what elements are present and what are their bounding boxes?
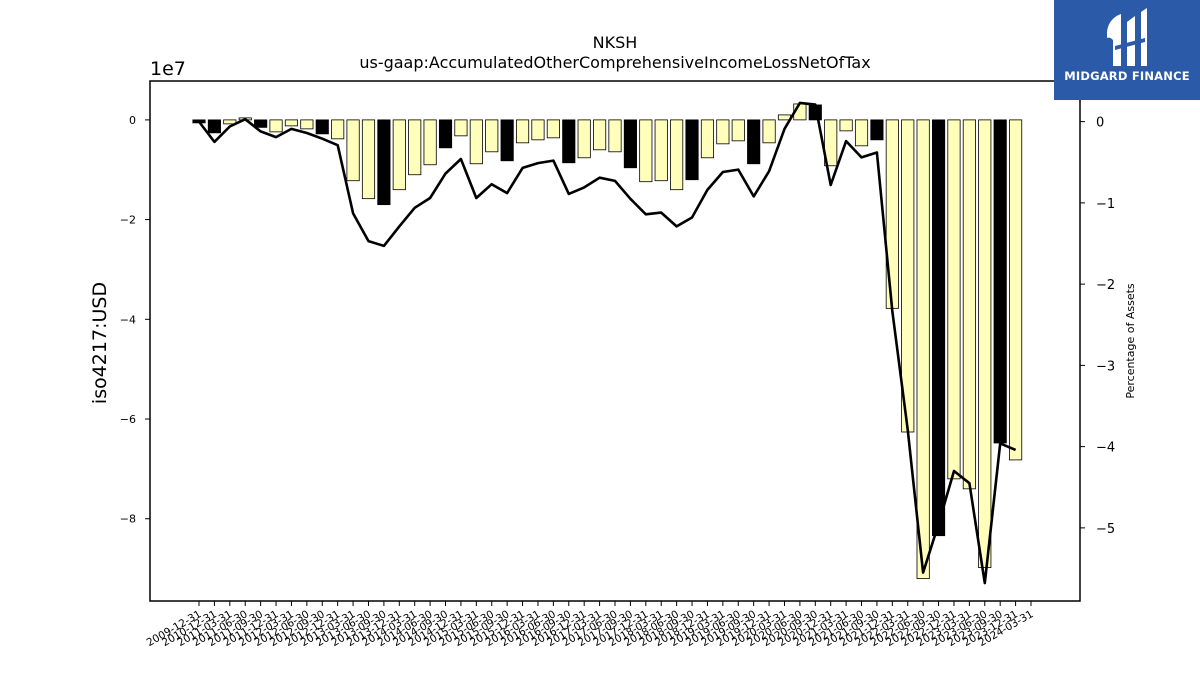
bar-2019-03-31 [716, 119, 730, 145]
bar-2013-12-31 [392, 119, 406, 191]
bar-2013-06-30 [361, 119, 376, 200]
bar-2011-09-30 [254, 119, 268, 128]
y2-tick-label: −4 [1096, 441, 1115, 456]
bar-2014-06-30 [423, 119, 437, 166]
bar-2019-09-30 [747, 119, 761, 165]
bar-2021-03-31 [839, 119, 853, 132]
percentage-of-assets-line [197, 101, 1017, 585]
y2-tick-label: −2 [1096, 278, 1115, 293]
bar-2015-06-30 [485, 119, 499, 153]
bar-2018-12-31 [700, 119, 715, 159]
bar-2019-06-30 [731, 119, 745, 142]
y-tick-label: 0 [129, 114, 136, 127]
bar-2023-03-31 [962, 119, 976, 490]
y-tick-label: −6 [120, 413, 136, 426]
logo-text: MIDGARD FINANCE [1064, 69, 1190, 83]
bar-2014-12-31 [454, 119, 468, 137]
bar-2011-12-31 [269, 119, 283, 133]
bar-2020-12-31 [824, 119, 838, 167]
bar-2017-09-30 [623, 119, 637, 169]
bar-2017-06-30 [608, 119, 622, 153]
bar-2018-09-30 [685, 119, 699, 181]
bar-2015-12-31 [515, 119, 530, 144]
bar-2022-03-31 [901, 119, 915, 433]
y2-tick-label: 0 [1096, 116, 1104, 131]
chart-title: NKSH [593, 33, 638, 52]
bar-2012-06-30 [300, 119, 314, 130]
midgard-finance-logo: MIDGARD FINANCE [1054, 0, 1200, 100]
bar-2011-03-31 [223, 119, 237, 125]
y-multiplier-label: 1e7 [150, 58, 186, 80]
bar-2019-12-31 [762, 119, 776, 144]
y-axis-ticks: 0 −2 −4 −6 −8 [120, 114, 150, 526]
bar-2013-09-30 [377, 119, 391, 206]
bar-2014-03-31 [408, 119, 422, 176]
bar-2016-03-31 [531, 119, 545, 141]
y2-tick-label: −3 [1096, 359, 1115, 374]
y-axis-label: iso4217:USD [89, 282, 111, 404]
y2-tick-label: −1 [1096, 197, 1115, 212]
midgard-logo-icon [1107, 8, 1147, 66]
y2-axis-label: Percentage of Assets [1124, 283, 1137, 399]
bar-2018-06-30 [670, 119, 684, 191]
bar-2016-06-30 [546, 119, 560, 139]
bar-2021-09-30 [870, 119, 884, 141]
bars [192, 103, 1023, 579]
chart-subtitle: us-gaap:AccumulatedOtherComprehensiveInc… [359, 53, 870, 72]
bar-2010-12-31 [207, 119, 221, 134]
bar-2016-09-30 [562, 119, 576, 164]
bar-2022-09-30 [931, 119, 946, 537]
bar-2021-06-30 [854, 119, 869, 147]
bar-2014-09-30 [438, 119, 453, 149]
bar-2012-09-30 [315, 119, 329, 135]
bar-2022-06-30 [916, 119, 930, 579]
bar-2013-03-31 [346, 119, 360, 182]
y-tick-label: −8 [120, 513, 136, 526]
bar-2017-12-31 [639, 119, 653, 183]
bar-2023-12-31 [1009, 119, 1023, 461]
bar-2018-03-31 [654, 119, 668, 182]
bar-2016-12-31 [577, 119, 591, 159]
bar-2017-03-31 [593, 119, 607, 151]
bar-2023-06-30 [978, 119, 992, 568]
bar-2012-03-31 [284, 119, 299, 127]
bar-2015-09-30 [500, 119, 514, 162]
bar-2022-12-31 [947, 119, 961, 480]
y-tick-label: −2 [120, 214, 136, 227]
y-tick-label: −4 [120, 313, 136, 326]
bar-2012-12-31 [331, 119, 345, 140]
x-axis-ticks: 2009-12-312010-12-312011-03-312011-06-30… [145, 601, 1036, 649]
y2-axis-ticks: 0 −1 −2 −3 −4 −5 [1080, 116, 1115, 537]
bar-2015-03-31 [469, 119, 483, 165]
bar-2023-09-30 [993, 119, 1007, 444]
y2-tick-label: −5 [1096, 522, 1115, 537]
